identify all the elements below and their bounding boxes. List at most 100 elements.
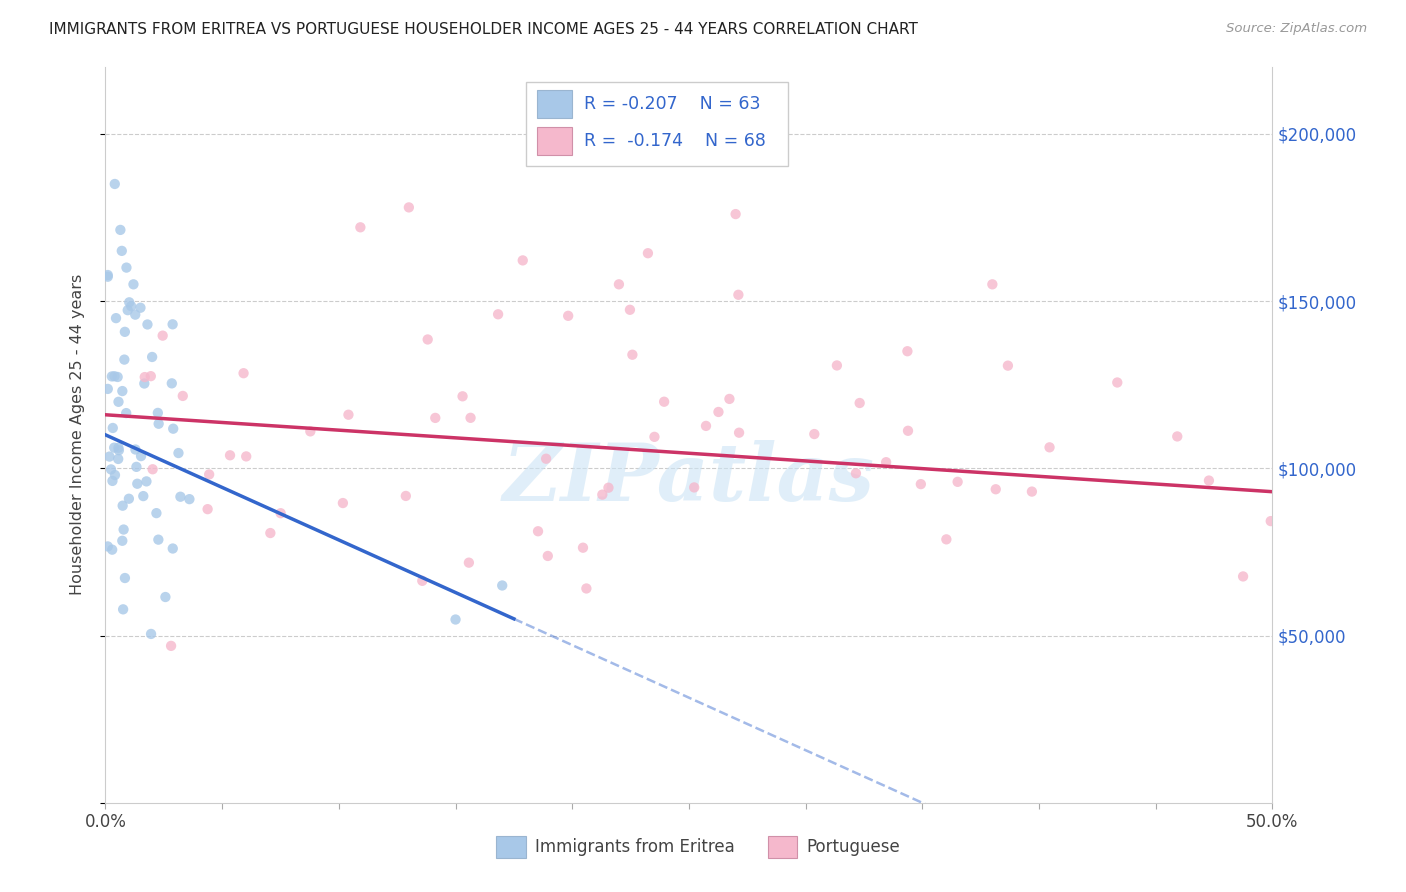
Point — [537, 549, 560, 563]
FancyBboxPatch shape — [537, 128, 572, 155]
Point — [875, 455, 897, 469]
Point — [167, 446, 190, 460]
Point — [136, 318, 159, 332]
Point — [124, 308, 146, 322]
Point — [160, 376, 183, 391]
Point — [114, 325, 136, 339]
Point — [125, 459, 148, 474]
Point — [724, 207, 747, 221]
Point — [97, 382, 120, 396]
Point — [145, 506, 167, 520]
Point — [108, 443, 131, 458]
Point — [598, 481, 620, 495]
Point — [299, 425, 322, 439]
Point — [112, 523, 135, 537]
Point — [122, 277, 145, 292]
Point — [707, 405, 730, 419]
Point — [107, 441, 129, 455]
Text: R = -0.207    N = 63: R = -0.207 N = 63 — [583, 95, 761, 113]
Point — [139, 627, 162, 641]
Point — [1232, 569, 1254, 583]
Point — [107, 370, 129, 384]
Point — [117, 303, 139, 318]
Point — [115, 260, 138, 275]
Point — [112, 602, 135, 616]
Point — [825, 359, 848, 373]
Point — [110, 223, 132, 237]
Point — [621, 348, 644, 362]
FancyBboxPatch shape — [496, 836, 526, 858]
Point — [141, 350, 163, 364]
Point — [425, 410, 447, 425]
Point — [491, 578, 513, 592]
Point — [607, 277, 630, 292]
Point — [527, 524, 550, 539]
Point — [111, 244, 134, 258]
Point — [115, 406, 138, 420]
Point — [112, 352, 135, 367]
Point — [643, 430, 665, 444]
Point — [411, 574, 433, 588]
Point — [129, 301, 152, 315]
Point — [120, 299, 142, 313]
Point — [1260, 514, 1282, 528]
Point — [997, 359, 1019, 373]
Point — [534, 451, 557, 466]
Point — [512, 253, 534, 268]
Point — [803, 427, 825, 442]
Point — [572, 541, 595, 555]
Y-axis label: Householder Income Ages 25 - 44 years: Householder Income Ages 25 - 44 years — [70, 274, 84, 596]
Point — [444, 613, 467, 627]
Point — [1198, 474, 1220, 488]
Point — [848, 396, 870, 410]
Point — [101, 421, 124, 435]
Point — [395, 489, 418, 503]
Point — [897, 424, 920, 438]
Point — [155, 590, 177, 604]
Point — [984, 482, 1007, 496]
Point — [232, 366, 254, 380]
Point — [896, 344, 918, 359]
Point — [111, 533, 134, 548]
Point — [637, 246, 659, 260]
Point — [270, 506, 292, 520]
Point — [105, 311, 128, 326]
Text: Immigrants from Eritrea: Immigrants from Eritrea — [534, 838, 735, 856]
Point — [910, 477, 932, 491]
Point — [235, 450, 257, 464]
Point — [118, 295, 141, 310]
Point — [124, 442, 146, 457]
Point — [139, 369, 162, 384]
Point — [97, 269, 120, 284]
Point — [460, 410, 482, 425]
Point — [727, 287, 749, 301]
Point — [981, 277, 1004, 292]
Point — [457, 556, 479, 570]
Point — [162, 541, 184, 556]
Point — [1021, 484, 1043, 499]
Point — [332, 496, 354, 510]
Point — [101, 542, 124, 557]
Point — [619, 302, 641, 317]
Text: IMMIGRANTS FROM ERITREA VS PORTUGUESE HOUSEHOLDER INCOME AGES 25 - 44 YEARS CORR: IMMIGRANTS FROM ERITREA VS PORTUGUESE HO… — [49, 22, 918, 37]
Point — [107, 452, 129, 467]
Point — [103, 369, 125, 384]
Text: ZIPatlas: ZIPatlas — [503, 441, 875, 517]
Point — [683, 480, 706, 494]
Point — [695, 418, 717, 433]
Point — [1038, 440, 1060, 454]
Point — [728, 425, 751, 440]
Point — [946, 475, 969, 489]
Point — [97, 268, 120, 282]
Point — [135, 475, 157, 489]
Point — [172, 389, 194, 403]
FancyBboxPatch shape — [537, 90, 572, 119]
Point — [591, 488, 613, 502]
Point — [179, 492, 201, 507]
Point — [162, 318, 184, 332]
Point — [129, 449, 152, 463]
Point — [148, 417, 170, 431]
Point — [198, 467, 221, 482]
Point — [104, 177, 127, 191]
Text: Source: ZipAtlas.com: Source: ZipAtlas.com — [1226, 22, 1367, 36]
